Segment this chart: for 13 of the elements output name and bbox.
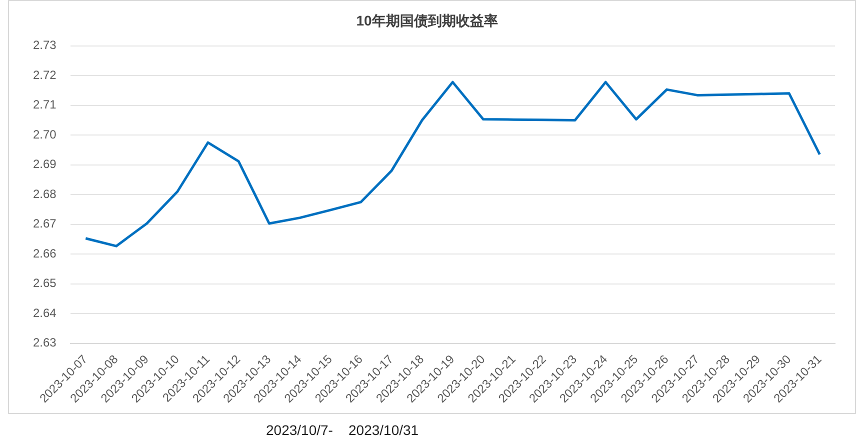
y-tick-label: 2.70 <box>32 127 57 142</box>
y-tick-label: 2.73 <box>32 38 57 52</box>
y-tick-label: 2.69 <box>32 157 57 172</box>
y-tick-label: 2.67 <box>32 216 57 231</box>
y-tick-label: 2.64 <box>32 306 57 320</box>
y-tick-label: 2.72 <box>32 68 57 82</box>
y-tick-label: 2.66 <box>32 246 57 260</box>
chart-title: 10年期国债到期收益率 <box>356 12 498 28</box>
y-tick-label: 2.68 <box>32 186 57 201</box>
y-tick-label: 2.65 <box>32 276 57 290</box>
text: 2023/10/7- 2023/10/31 <box>266 422 419 438</box>
y-tick-label: 2.71 <box>32 98 57 112</box>
y-tick-label: 2.63 <box>32 336 57 350</box>
